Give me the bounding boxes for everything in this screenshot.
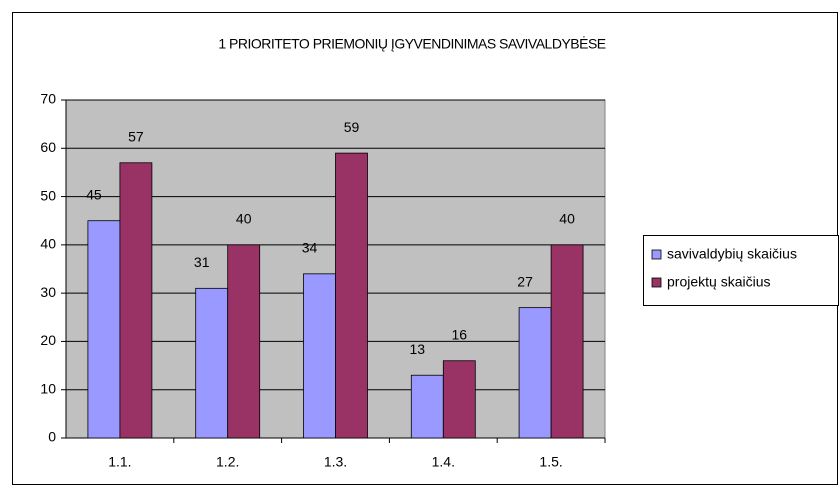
bar	[303, 273, 336, 439]
value-label: 59	[344, 119, 360, 135]
value-label: 31	[194, 254, 210, 270]
x-tick-label: 1.2.	[216, 454, 239, 470]
y-tick-label: 10	[40, 380, 56, 396]
value-label: 27	[517, 273, 533, 289]
legend-label: savivaldybių skaičius	[667, 246, 797, 262]
chart-title: 1 PRIORITETO PRIEMONIŲ ĮGYVENDINIMAS SAV…	[218, 35, 605, 52]
bar	[195, 287, 229, 439]
value-label: 34	[302, 240, 318, 256]
bar	[227, 244, 261, 439]
y-tick-label: 70	[40, 91, 56, 107]
legend-swatch	[651, 277, 662, 288]
bar	[335, 152, 368, 439]
bar	[518, 307, 552, 439]
x-tick-label: 1.4.	[432, 454, 455, 470]
legend-label: projektų skaičius	[667, 274, 771, 290]
x-tick-label: 1.3.	[324, 454, 347, 470]
y-tick-label: 50	[40, 187, 56, 203]
bar	[119, 162, 153, 439]
value-label: 40	[559, 211, 575, 227]
y-tick-label: 30	[40, 284, 56, 300]
bar	[87, 220, 121, 439]
value-label: 13	[410, 341, 426, 357]
y-tick-label: 20	[40, 332, 56, 348]
bar	[442, 360, 476, 439]
y-tick-label: 40	[40, 236, 56, 252]
y-tick-label: 0	[48, 429, 56, 445]
value-label: 57	[128, 128, 144, 144]
bar	[410, 374, 444, 439]
bar	[550, 244, 584, 439]
y-tick-label: 60	[40, 139, 56, 155]
legend-swatch	[651, 249, 662, 260]
value-label: 16	[452, 326, 468, 342]
x-tick-label: 1.5.	[539, 454, 562, 470]
x-tick-label: 1.1.	[108, 454, 131, 470]
value-label: 40	[236, 211, 252, 227]
legend-box	[643, 235, 839, 306]
value-label: 45	[86, 186, 102, 202]
